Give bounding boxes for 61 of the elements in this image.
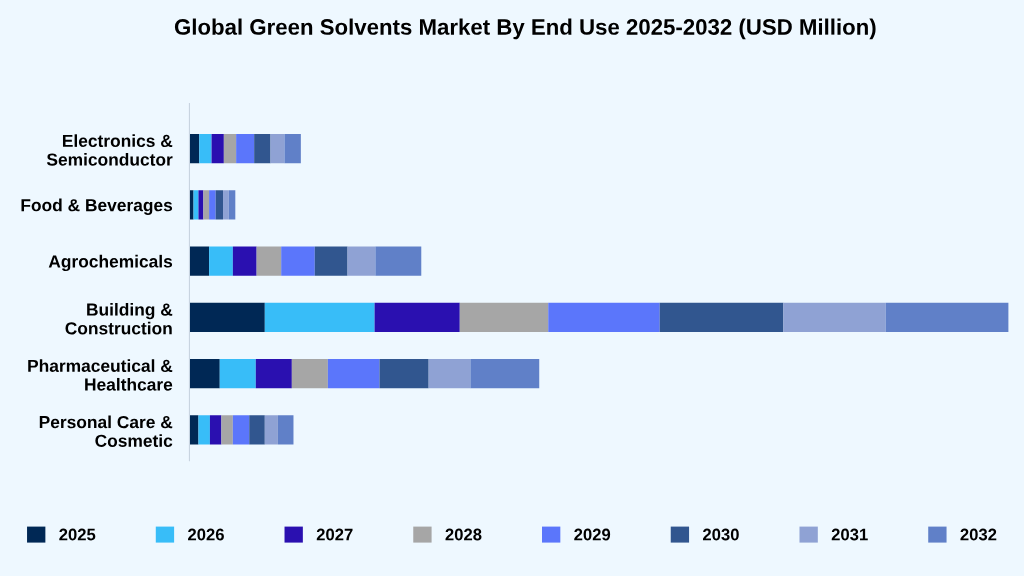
bar <box>347 246 376 276</box>
bar <box>459 302 549 333</box>
bar <box>379 359 429 389</box>
bar <box>277 415 294 445</box>
y-tick-label: Agrochemicals <box>48 254 173 272</box>
bar <box>264 302 375 333</box>
bar <box>223 134 237 164</box>
bar <box>189 302 265 333</box>
y-tick-label: Pharmaceutical & Healthcare <box>28 359 173 391</box>
bar <box>327 359 380 389</box>
legend-label: 2029 <box>574 528 611 541</box>
bar <box>249 415 265 445</box>
legend-label: 2025 <box>59 528 96 541</box>
bar <box>470 359 540 389</box>
bar <box>211 134 224 164</box>
bar <box>375 246 422 276</box>
bar <box>232 246 257 276</box>
bar <box>198 415 210 445</box>
legend-label: 2028 <box>445 528 482 541</box>
bar <box>256 246 282 276</box>
bar <box>198 190 204 220</box>
bar <box>215 190 224 220</box>
bar <box>783 302 886 333</box>
bar <box>232 415 250 445</box>
bar <box>209 246 233 276</box>
bar <box>236 134 255 164</box>
legend-label: 2026 <box>188 528 224 541</box>
bar <box>189 190 194 220</box>
legend-label: 2032 <box>960 528 997 541</box>
bar <box>885 302 1009 333</box>
bar <box>209 415 222 445</box>
y-tick-label: Electronics & Semiconductor <box>46 134 173 166</box>
bar <box>291 359 328 389</box>
bar <box>203 190 210 220</box>
bar <box>264 415 278 445</box>
y-tick-label: Food & Beverages <box>21 198 173 215</box>
bar <box>270 134 285 164</box>
bar <box>374 302 460 333</box>
bar <box>255 359 292 389</box>
bar <box>228 190 236 220</box>
bar <box>284 134 301 164</box>
bar <box>548 302 660 333</box>
bar <box>254 134 271 164</box>
bar <box>199 134 212 164</box>
bar <box>189 359 220 389</box>
bar <box>314 246 348 276</box>
bar <box>189 134 200 164</box>
bar <box>223 190 229 220</box>
legend-label: 2030 <box>702 528 739 541</box>
y-tick-label: Personal Care & Cosmetic <box>39 415 173 447</box>
bar <box>189 246 210 276</box>
bar <box>221 415 233 445</box>
bar <box>659 302 784 333</box>
bar <box>428 359 471 389</box>
y-tick-label: Building & Construction <box>65 302 173 335</box>
chart-title: Global Green Solvents Market By End Use 2025-2032 (USD Million) <box>174 18 876 40</box>
bar <box>281 246 315 276</box>
legend-label: 2031 <box>831 528 868 541</box>
bar <box>209 190 216 220</box>
bar <box>219 359 256 389</box>
legend-label: 2027 <box>316 528 353 541</box>
